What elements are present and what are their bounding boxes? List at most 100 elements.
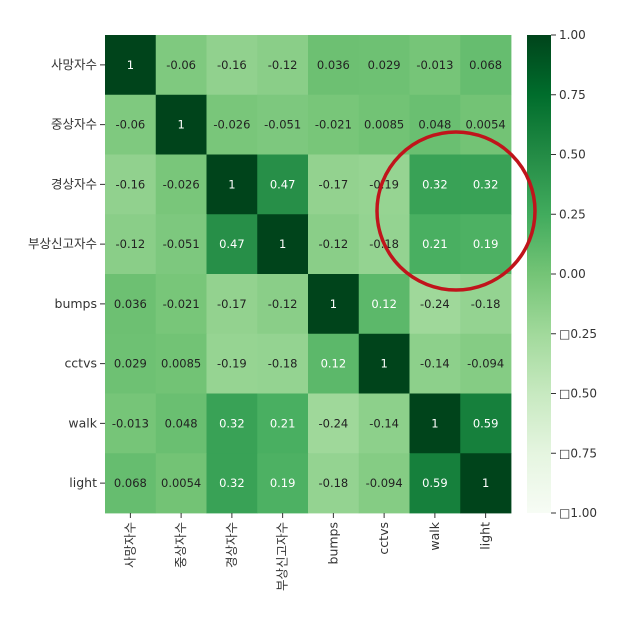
heatmap-cell: [308, 35, 360, 96]
cell-value-label: -0.026: [163, 177, 200, 191]
cell-value-label: 0.048: [165, 416, 198, 430]
cell-value-label: 0.068: [114, 476, 147, 490]
cell-value-label: 0.47: [270, 177, 296, 191]
cell-value-label: -0.013: [416, 58, 453, 72]
heatmap-cell: [257, 274, 309, 335]
cell-value-label: -0.19: [217, 357, 247, 371]
heatmap-cell: [257, 214, 309, 275]
cell-value-label: 0.32: [219, 476, 245, 490]
cell-value-label: 0.068: [469, 58, 502, 72]
cell-value-label: -0.051: [264, 118, 301, 132]
colorbar-tick-label: 0.50: [559, 148, 586, 162]
cell-value-label: -0.021: [315, 118, 352, 132]
colorbar-gradient: [527, 35, 551, 513]
heatmap-cell: [409, 393, 461, 454]
cell-value-label: 0.0085: [364, 118, 404, 132]
heatmap-cell: [460, 214, 512, 275]
heatmap-cell: [308, 94, 360, 155]
colorbar-ticks: 1.00 0.75 0.50 0.25 0.00 □0.25 □0.50 □0.75 □1.00: [551, 28, 597, 520]
cell-value-label: -0.06: [115, 118, 145, 132]
cell-value-label: 0.32: [422, 177, 448, 191]
heatmap-cell: [460, 35, 512, 96]
cell-value-label: -0.026: [213, 118, 250, 132]
cell-value-label: 0.036: [317, 58, 350, 72]
cell-value-label: -0.16: [115, 177, 145, 191]
heatmap-cell: [460, 154, 512, 215]
cell-value-label: 1: [177, 118, 184, 132]
colorbar-tick-label: □1.00: [559, 506, 597, 520]
cell-value-label: -0.16: [217, 58, 247, 72]
cell-value-label: -0.18: [318, 476, 348, 490]
heatmap-cell: [105, 94, 157, 155]
heatmap-cell: [105, 274, 157, 335]
cell-value-label: -0.12: [268, 58, 298, 72]
cell-value-label: 0.029: [114, 357, 147, 371]
x-tick-label: light: [478, 522, 493, 550]
cell-value-label: -0.17: [217, 297, 247, 311]
cell-value-label: 1: [228, 177, 235, 191]
heatmap-cell: [206, 214, 258, 275]
heatmap-cell: [155, 154, 207, 215]
cell-value-label: -0.06: [166, 58, 196, 72]
colorbar-tick-label: □0.75: [559, 446, 597, 460]
cell-value-label: -0.14: [420, 357, 450, 371]
cell-value-label: -0.19: [369, 177, 399, 191]
cell-value-label: 1: [279, 237, 286, 251]
y-tick-label: 부상신고자수: [28, 236, 97, 251]
heatmap-cell: [155, 35, 207, 96]
x-tick-label: 중상자수: [173, 522, 188, 568]
heatmap-cell: [409, 35, 461, 96]
heatmap-cell: [155, 214, 207, 275]
cell-value-label: 0.32: [473, 177, 499, 191]
heatmap-cell: [155, 393, 207, 454]
heatmap-cell: [257, 393, 309, 454]
heatmap-cell: [358, 393, 410, 454]
heatmap-cell: [206, 393, 258, 454]
x-tick-label: 부상신고자수: [275, 522, 290, 591]
cell-value-label: 0.59: [422, 476, 448, 490]
heatmap-cell: [206, 94, 258, 155]
heatmap-cell: [409, 333, 461, 394]
cell-value-label: 0.47: [219, 237, 245, 251]
heatmap-cell: [460, 333, 512, 394]
heatmap-cell: [358, 274, 410, 335]
cell-value-label: 0.048: [418, 118, 451, 132]
heatmap-cell: [206, 154, 258, 215]
highlight-circle: [375, 130, 537, 292]
cell-value-label: -0.14: [369, 416, 399, 430]
y-tick-label: cctvs: [64, 356, 97, 371]
heatmap-cell: [409, 214, 461, 275]
heatmap-cell: [206, 274, 258, 335]
heatmap-cell: [409, 154, 461, 215]
cell-value-label: -0.12: [268, 297, 298, 311]
cell-value-label: -0.24: [420, 297, 450, 311]
cell-value-label: 0.0054: [161, 476, 201, 490]
heatmap-cell: [105, 453, 157, 514]
y-tick-label: 사망자수: [51, 57, 97, 72]
heatmap-cell: [257, 94, 309, 155]
heatmap-cell: [409, 274, 461, 335]
y-tick-label: light: [69, 475, 97, 490]
cell-value-label: -0.094: [467, 357, 504, 371]
y-tick-label: 중상자수: [51, 117, 97, 132]
x-tick-label: walk: [427, 521, 442, 550]
colorbar-tick-label: 0.25: [559, 207, 586, 221]
colorbar-tick-label: □0.50: [559, 387, 597, 401]
cell-value-label: -0.24: [318, 416, 348, 430]
cell-value-label: 1: [431, 416, 438, 430]
colorbar-tick-label: 0.75: [559, 88, 586, 102]
heatmap-cell: [358, 35, 410, 96]
x-tick-label: 사망자수: [122, 522, 137, 568]
y-tick-label: 경상자수: [51, 176, 97, 191]
heatmap-cell: [460, 94, 512, 155]
y-tick-label: bumps: [55, 296, 97, 311]
colorbar-tick-label: 0.00: [559, 267, 586, 281]
heatmap-cell: [358, 453, 410, 514]
x-tick-label: bumps: [325, 522, 340, 564]
cell-value-label: 0.0054: [466, 118, 506, 132]
cell-value-label: -0.094: [366, 476, 403, 490]
cell-value-label: 0.036: [114, 297, 147, 311]
colorbar-tick-label: □0.25: [559, 327, 597, 341]
